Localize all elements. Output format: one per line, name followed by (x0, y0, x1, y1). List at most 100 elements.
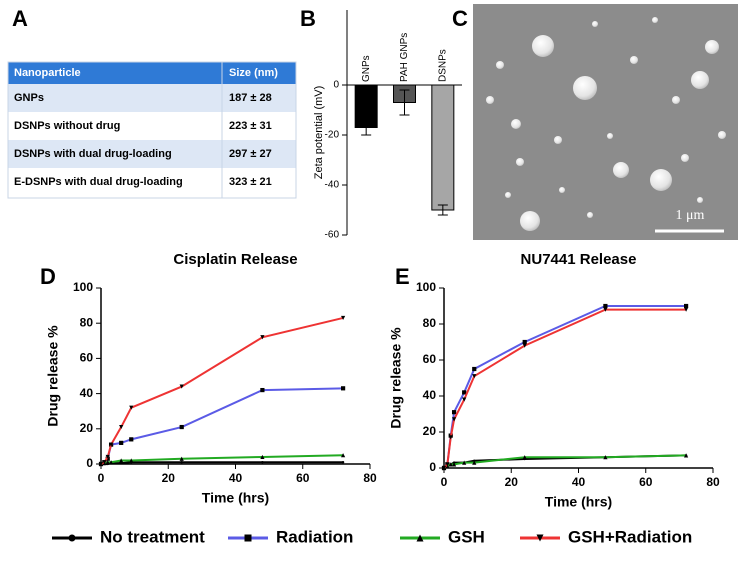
y-tick-label: 60 (80, 351, 94, 365)
line-chart: Cisplatin Release 0 20 40 60 80 100 0 20 40 60 80 Ti… (45, 251, 377, 506)
x-tick-label: 40 (572, 475, 586, 489)
chart-title: Cisplatin Release (173, 251, 297, 268)
marker (179, 424, 184, 430)
marker (462, 460, 467, 465)
table-cell: 297 ± 27 (229, 148, 272, 160)
table-row (8, 140, 296, 168)
marker (98, 461, 104, 467)
x-tick-label: GNPs (361, 55, 372, 82)
y-tick-label: 80 (80, 315, 94, 329)
legend-label: GSH+Radiation (568, 527, 692, 546)
panel-label: E (395, 264, 410, 289)
y-tick-label: 0 (429, 460, 436, 474)
y-tick-label: 0 (86, 456, 93, 470)
table-row (8, 168, 296, 198)
marker (684, 303, 689, 309)
marker (522, 343, 527, 348)
y-tick-label: 0 (333, 80, 339, 91)
particles (486, 17, 726, 231)
y-tick-label: 80 (423, 316, 437, 330)
marker (108, 460, 114, 465)
x-tick-label: 20 (162, 471, 176, 485)
line-chart: NU7441 Release 0 20 40 60 80 100 0 20 40 60 80 Time … (388, 251, 720, 510)
marker (244, 534, 252, 542)
marker (108, 442, 114, 447)
y-tick-label: -20 (325, 130, 340, 141)
table-row (8, 112, 296, 140)
marker (451, 410, 457, 415)
marker (603, 455, 608, 460)
table-cell: GNPs (14, 92, 44, 104)
x-tick-label: 0 (98, 471, 105, 485)
series-line (443, 308, 687, 469)
marker (129, 437, 134, 442)
marker (179, 384, 184, 389)
y-tick-label: 20 (80, 421, 94, 435)
x-tick-label: 20 (505, 475, 519, 489)
y-tick-label: 100 (416, 280, 436, 294)
series-line (443, 454, 687, 469)
x-axis-label: Time (hrs) (202, 490, 269, 506)
marker (684, 307, 689, 312)
panel-label: D (40, 264, 56, 289)
y-axis-label: Drug release % (388, 327, 404, 429)
y-tick-label: 40 (80, 386, 94, 400)
scale-bar-label: 1 μm (676, 208, 705, 223)
table-header-cell: Nanoparticle (14, 67, 81, 79)
panel-label: C (452, 6, 468, 31)
marker (448, 462, 453, 467)
y-axis-label: Drug release % (45, 325, 61, 427)
x-tick-label: 80 (363, 471, 377, 485)
x-axis-label: Time (hrs) (545, 494, 612, 510)
marker (129, 405, 134, 410)
marker (472, 366, 477, 372)
legend-label: GSH (448, 527, 485, 546)
table-header-cell: Size (nm) (229, 67, 278, 79)
x-tick-label: 0 (441, 475, 448, 489)
marker (68, 534, 76, 542)
y-tick-label: -60 (325, 230, 340, 241)
table-row (8, 84, 296, 112)
legend: No treatment Radiation GSH GSH+Radiation (52, 527, 692, 546)
x-tick-label: 40 (229, 471, 243, 485)
x-tick-label: PAH GNPs (399, 33, 410, 82)
x-tick-label: 60 (296, 471, 310, 485)
marker (462, 390, 467, 395)
marker (179, 456, 184, 461)
x-tick-label: 80 (706, 475, 720, 489)
marker (105, 460, 110, 465)
series-line (100, 316, 344, 465)
marker (416, 534, 424, 542)
table-cell: E-DSNPs with dual drug-loading (14, 176, 183, 188)
y-tick-label: 40 (423, 388, 437, 402)
y-axis-label: Zeta potential (mV) (313, 86, 325, 180)
marker (472, 460, 477, 465)
y-tick-label: 100 (73, 280, 93, 294)
error-bar (399, 89, 410, 116)
y-tick-label: -40 (325, 180, 340, 191)
chart-title: NU7441 Release (521, 251, 637, 268)
marker (441, 465, 447, 471)
error-bar (437, 204, 448, 216)
bar (431, 84, 455, 211)
marker (341, 461, 345, 464)
marker (260, 335, 265, 340)
marker (522, 455, 527, 460)
panel-label: A (12, 6, 28, 31)
marker (129, 458, 134, 463)
panel-label: B (300, 6, 316, 31)
table-border (7, 61, 297, 199)
table: Nanoparticle Size (nm) GNPs 187 ± 28 DSN… (7, 61, 297, 199)
marker (180, 461, 183, 464)
marker (341, 386, 346, 391)
marker (119, 440, 124, 445)
table-cell: DSNPs without drug (14, 120, 120, 132)
table-cell: 223 ± 31 (229, 120, 272, 132)
x-tick-label: DSNPs (437, 49, 448, 82)
marker (448, 435, 453, 440)
marker (451, 462, 457, 467)
marker (105, 454, 110, 460)
marker (684, 453, 689, 458)
marker (261, 461, 264, 464)
bar-chart: 0 -20 -40 -60 Zeta potential (mV) GNPs PAH GNP… (313, 10, 462, 241)
